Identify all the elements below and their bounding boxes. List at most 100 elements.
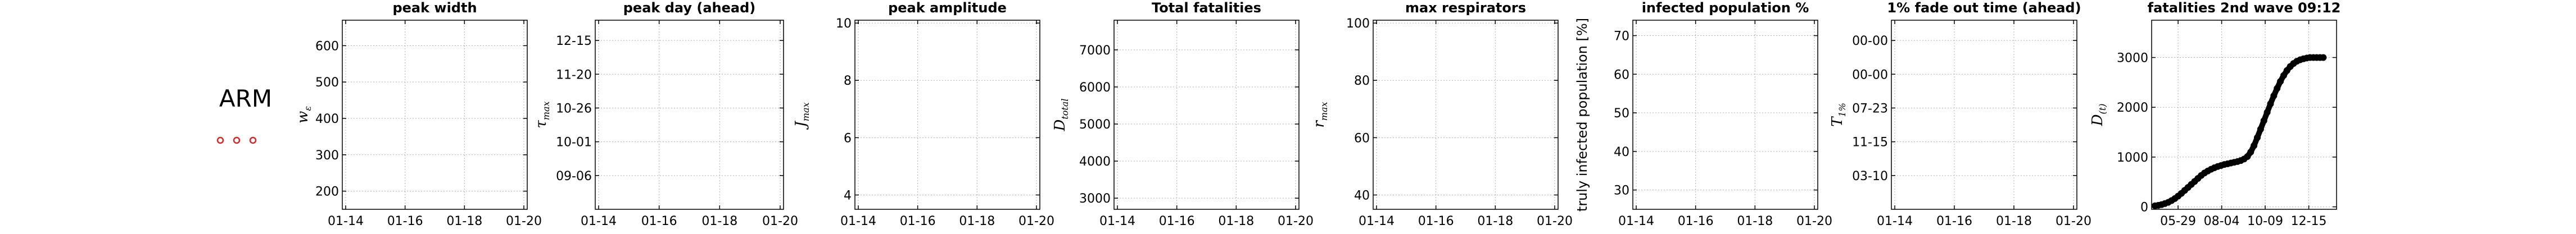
y-tick-label: 12-15: [556, 34, 592, 48]
x-tick-label: 12-15: [2291, 214, 2327, 228]
y-axis-label: Dtotal: [1052, 98, 1070, 131]
x-tick-label: 01-18: [446, 214, 482, 228]
y-tick-label: 300: [315, 149, 339, 163]
axes-frame: [2151, 20, 2337, 210]
x-tick-label: 01-18: [1218, 214, 1254, 228]
grid: [2152, 20, 2337, 209]
y-tick-label: 00-00: [1852, 34, 1888, 48]
y-tick-label: 11-15: [1852, 136, 1888, 150]
x-tick-label: 01-20: [506, 214, 542, 228]
y-axis-label: wε: [295, 106, 313, 123]
panel-4: Total fatalities 01-14 01-16 01-18 01-20 3000…: [1052, 0, 1314, 228]
x-tick-label: 01-16: [641, 214, 677, 228]
x-tick-label: 01-14: [1618, 214, 1654, 228]
y-tick-label: 00-00: [1852, 68, 1888, 82]
panel-title: 1% fade out time (ahead): [1887, 0, 2081, 16]
series-line: [2152, 54, 2326, 209]
x-tick-label: 01-20: [762, 214, 798, 228]
x-tick-label: 01-14: [1877, 214, 1913, 228]
panel-title: Total fatalities: [1152, 0, 1261, 16]
data-point: [2253, 134, 2261, 141]
grid: [855, 20, 1040, 209]
data-point: [2320, 54, 2327, 61]
data-point: [2251, 142, 2258, 149]
data-point: [2260, 117, 2267, 125]
panel-8: fatalities 2nd wave 09:12 05-29 08-04 10-09…: [2089, 0, 2340, 228]
y-tick-label: 60: [1354, 131, 1370, 145]
panel-5: max respirators 01-14 01-16 01-18 01-20 40 60 8…: [1311, 0, 1573, 228]
y-tick-label: 07-23: [1852, 102, 1888, 116]
y-tick-label: 3000: [2117, 52, 2148, 66]
x-tick-label: 01-20: [2056, 214, 2091, 228]
x-tick-label: 05-29: [2160, 214, 2196, 228]
y-tick-label: 50: [1614, 107, 1629, 121]
y-tick-label: 10-01: [556, 136, 592, 150]
axes-frame: [1632, 20, 1818, 210]
x-tick-label: 01-18: [959, 214, 995, 228]
panel-title: fatalities 2nd wave 09:12: [2148, 0, 2341, 16]
panel-7: 1% fade out time (ahead) 01-14 01-16 01-18 0…: [1829, 0, 2091, 228]
x-tick-label: 01-20: [1796, 214, 1832, 228]
y-tick-label: 03-10: [1852, 169, 1888, 183]
y-axis-label: rmax: [1311, 102, 1329, 127]
y-tick-label: 400: [315, 112, 339, 126]
y-tick-label: 30: [1614, 184, 1629, 198]
x-tick-label: 01-14: [581, 214, 617, 228]
y-tick-label: 40: [1354, 189, 1370, 203]
x-tick-label: 01-16: [1159, 214, 1195, 228]
y-axis-label: Jmax: [793, 102, 811, 130]
data-point: [2280, 72, 2287, 79]
y-tick-label: 80: [1354, 74, 1370, 88]
data-point: [2270, 92, 2278, 99]
y-tick-label: 6000: [1079, 81, 1111, 95]
y-axis-label: τmax: [533, 101, 551, 128]
y-tick-label: 7000: [1079, 44, 1111, 58]
panel-title: peak day (ahead): [623, 0, 755, 16]
panel-1: peak width 01-14 01-16 01-18 01-20 200 300 400 5…: [295, 0, 542, 228]
country-markers: [216, 136, 257, 144]
y-tick-label: 4: [844, 189, 852, 203]
panel-title: peak amplitude: [888, 0, 1007, 16]
y-axis-label: T1%: [1829, 103, 1848, 127]
panel-title: peak width: [392, 0, 477, 16]
y-tick-label: 11-20: [556, 68, 592, 82]
x-tick-label: 01-16: [1418, 214, 1454, 228]
x-tick-label: 01-18: [1996, 214, 2032, 228]
grid: [1114, 20, 1299, 209]
x-tick-label: 01-20: [1018, 214, 1054, 228]
grid: [342, 20, 527, 209]
panel-3: peak amplitude 01-14 01-16 01-18 01-20 4 6 8 10 J…: [793, 0, 1054, 228]
x-tick-label: 01-20: [1278, 214, 1314, 228]
y-tick-label: 0: [2140, 201, 2148, 215]
y-tick-label: 09-06: [556, 169, 592, 183]
y-tick-label: 4000: [1079, 155, 1111, 169]
panel-title: infected population %: [1642, 0, 1809, 16]
country-label: ARM: [219, 85, 272, 112]
axes-frame: [1113, 20, 1300, 210]
y-tick-label: 10-26: [556, 102, 592, 116]
panel-title: max respirators: [1405, 0, 1526, 16]
data-point: [2263, 109, 2271, 116]
axes-frame: [595, 20, 784, 210]
data-point: [2257, 126, 2264, 133]
grid: [1633, 20, 1818, 209]
country-marker-3: [249, 136, 257, 144]
y-tick-label: 100: [1346, 17, 1370, 31]
y-tick-label: 200: [315, 185, 339, 199]
grid: [595, 20, 784, 209]
country-marker-2: [233, 136, 241, 144]
y-axis-label: D(t): [2089, 104, 2108, 127]
x-tick-label: 01-18: [1737, 214, 1773, 228]
data-point: [2274, 85, 2281, 92]
x-tick-label: 01-14: [1359, 214, 1395, 228]
y-tick-label: 5000: [1079, 118, 1111, 132]
x-tick-label: 10-09: [2247, 214, 2283, 228]
panel-2: peak day (ahead) 01-14 01-16 01-18 01-20 09-0…: [533, 0, 798, 228]
panel-6: infected population % 01-14 01-16 01-18 01-2…: [1574, 0, 1832, 228]
grid: [1373, 20, 1558, 209]
y-tick-label: 600: [315, 39, 339, 53]
x-tick-label: 01-16: [900, 214, 936, 228]
x-tick-label: 01-16: [1678, 214, 1714, 228]
y-tick-label: 10: [836, 17, 852, 31]
